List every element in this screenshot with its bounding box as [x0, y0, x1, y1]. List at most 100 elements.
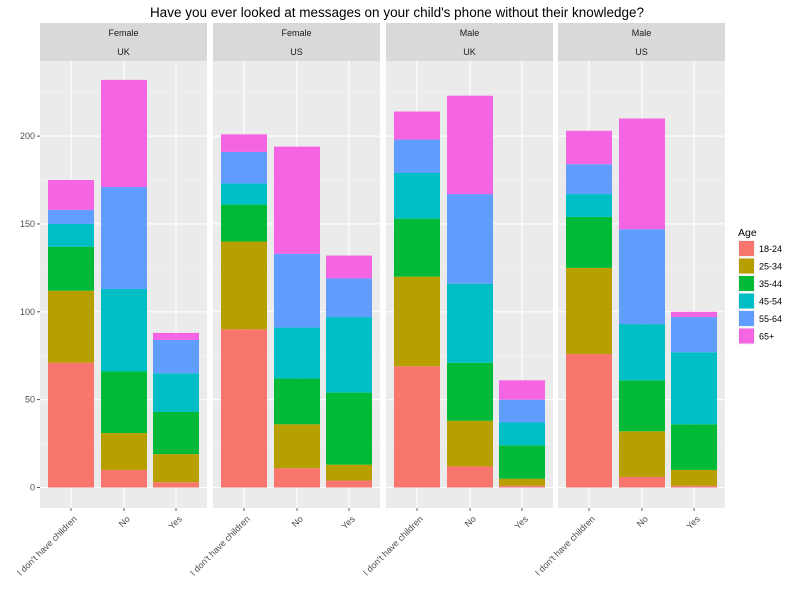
bar-segment	[101, 187, 147, 289]
facet-strip-label: US	[290, 47, 303, 57]
chart-title: Have you ever looked at messages on your…	[150, 5, 644, 20]
bar-segment	[153, 482, 199, 488]
bar-segment	[221, 329, 267, 488]
bar-segment	[671, 352, 717, 425]
facet-panel: Female US I don't have children No Yes	[188, 23, 380, 578]
bar-segment	[48, 246, 94, 291]
bar-segment	[221, 134, 267, 152]
facet-strip-label: UK	[117, 47, 130, 57]
legend-swatch	[739, 328, 754, 344]
bar-segment	[326, 464, 372, 481]
bar-segment	[221, 204, 267, 242]
legend-title: Age	[738, 227, 757, 239]
bar-segment	[394, 111, 440, 140]
bar-segment	[274, 468, 320, 488]
bar-segment	[394, 139, 440, 173]
bar-segment	[619, 324, 665, 381]
bar-segment	[671, 469, 717, 486]
bar-segment	[671, 424, 717, 470]
facet-strip-label: Female	[108, 28, 138, 38]
bar-segment	[566, 267, 612, 354]
facet-strip	[213, 23, 380, 61]
bar-segment	[48, 180, 94, 210]
facet-panel: Female UK I don't have children No Yes 0 50 100…	[15, 23, 207, 578]
x-tick-label: I don't have children	[188, 514, 252, 578]
x-tick-label: Yes	[512, 514, 530, 532]
legend-swatch	[739, 293, 754, 309]
x-tick-label: No	[290, 514, 305, 529]
y-tick-label: 150	[20, 219, 35, 229]
y-tick-label: 50	[25, 395, 35, 405]
x-tick-label: Yes	[684, 514, 702, 532]
bar-segment	[447, 194, 493, 284]
bar-segment	[326, 317, 372, 393]
bar-segment	[274, 378, 320, 425]
bar-segment	[221, 151, 267, 184]
x-tick-label: No	[635, 514, 650, 529]
bar-segment	[101, 371, 147, 434]
y-tick-label: 0	[30, 483, 35, 493]
facet-panel: Male US I don't have children No Yes	[533, 23, 725, 578]
legend-swatch	[739, 311, 754, 326]
bar-segment	[326, 255, 372, 279]
facet-strip	[558, 23, 725, 61]
bar-segment	[447, 95, 493, 195]
bar-segment	[499, 380, 545, 400]
legend-swatch	[739, 241, 754, 256]
bar-segment	[394, 172, 440, 219]
bar-segment	[619, 380, 665, 432]
x-tick-label: I don't have children	[361, 514, 425, 578]
bar-segment	[326, 480, 372, 488]
bar-segment	[153, 339, 199, 374]
bar-segment	[499, 485, 545, 488]
bar-segment	[499, 399, 545, 423]
bar-segment	[221, 241, 267, 330]
bar-segment	[153, 373, 199, 412]
bar-segment	[499, 445, 545, 479]
bar-segment	[153, 332, 199, 340]
bar-segment	[566, 353, 612, 488]
x-tick-label: No	[463, 514, 478, 529]
bar-segment	[274, 327, 320, 379]
bar-segment	[671, 485, 717, 488]
legend-swatch	[739, 258, 754, 274]
bar-segment	[274, 424, 320, 469]
bar-segment	[499, 422, 545, 446]
bar-segment	[48, 362, 94, 488]
legend-label: 55-64	[759, 314, 782, 324]
bar-segment	[619, 431, 665, 477]
bar-segment	[153, 454, 199, 483]
bar-segment	[447, 362, 493, 421]
facet-strip-label: Male	[460, 28, 480, 38]
x-tick-label: I don't have children	[15, 514, 79, 578]
bar-segment	[619, 118, 665, 230]
bar-segment	[394, 276, 440, 367]
y-tick-label: 200	[20, 131, 35, 141]
bar-segment	[619, 476, 665, 488]
bar-segment	[671, 311, 717, 318]
bar-segment	[153, 411, 199, 455]
bar-segment	[394, 218, 440, 277]
facet-panel: Male UK I don't have children No Yes	[361, 23, 553, 578]
facet-strip-label: UK	[463, 47, 476, 57]
bar-segment	[326, 278, 372, 318]
facet-strip-label: US	[635, 47, 648, 57]
legend-label: 45-54	[759, 297, 782, 307]
bar-segment	[101, 469, 147, 488]
bar-segment	[447, 466, 493, 488]
facet-strip	[40, 23, 207, 61]
facet-strip-label: Male	[632, 28, 652, 38]
bar-segment	[447, 420, 493, 467]
bar-segment	[326, 392, 372, 465]
bar-segment	[499, 478, 545, 486]
bar-segment	[447, 283, 493, 363]
legend-label: 18-24	[759, 244, 782, 254]
legend-swatch	[739, 276, 754, 291]
legend-label: 35-44	[759, 279, 782, 289]
x-tick-label: Yes	[166, 514, 184, 532]
bar-segment	[566, 194, 612, 217]
x-tick-label: Yes	[339, 514, 357, 532]
facet-panels: Female UK I don't have children No Yes 0 50 100…	[15, 23, 725, 578]
